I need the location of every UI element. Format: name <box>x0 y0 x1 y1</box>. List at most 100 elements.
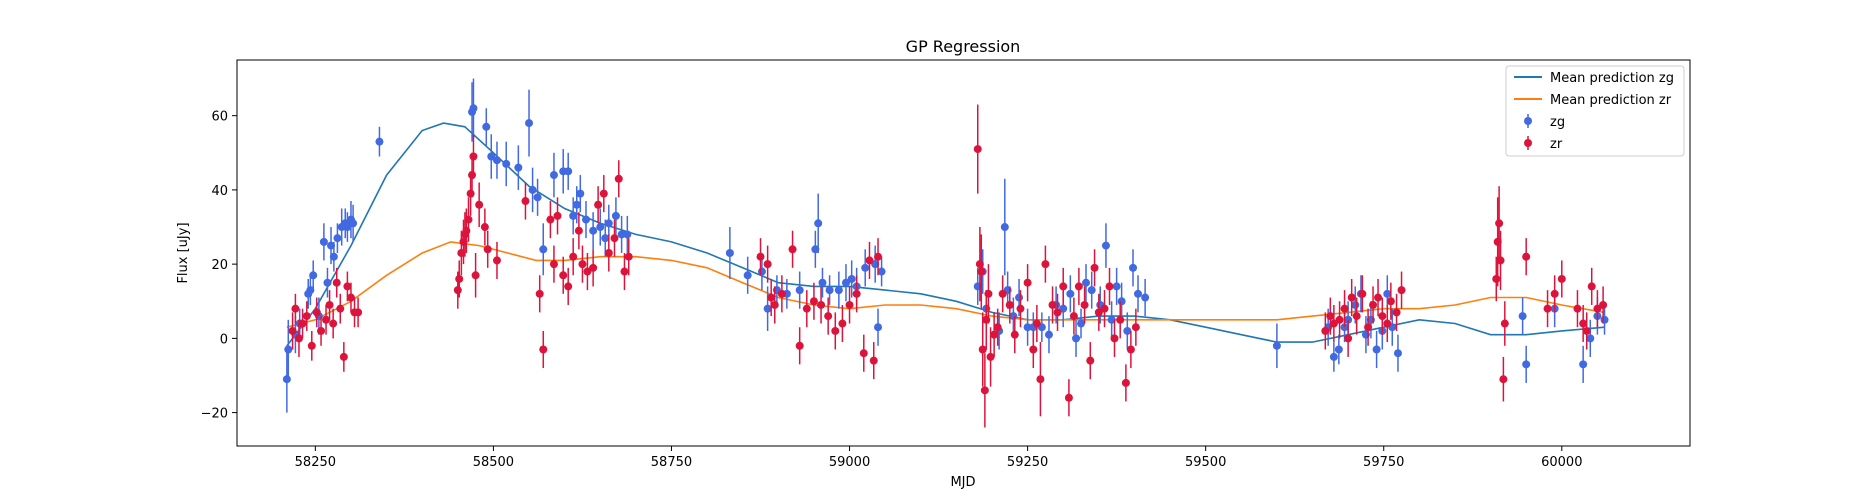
x-axis: 58250 58500 58750 59000 59250 59500 59750 60000 <box>295 446 1582 470</box>
point-zg-11 <box>329 241 338 272</box>
data-marker <box>1064 393 1073 402</box>
point-zr-110 <box>1329 304 1338 343</box>
data-marker <box>333 234 342 243</box>
point-zg-15 <box>343 212 352 242</box>
point-zg-27 <box>528 167 537 213</box>
data-marker <box>1015 293 1024 302</box>
point-zg-35 <box>576 175 585 213</box>
point-zg-59 <box>861 249 870 287</box>
point-zg-84 <box>1107 301 1116 339</box>
point-zr-81 <box>993 308 1002 346</box>
point-zr-101 <box>1100 290 1109 328</box>
data-marker <box>569 252 578 261</box>
point-zr-135 <box>1573 290 1582 328</box>
point-zg-78 <box>1072 319 1081 357</box>
point-zg-79 <box>1077 308 1086 339</box>
data-marker <box>1351 300 1360 309</box>
data-marker <box>788 245 797 254</box>
data-marker <box>1321 326 1330 335</box>
data-marker <box>1134 289 1143 298</box>
point-zg-36 <box>582 201 591 239</box>
data-marker <box>610 234 619 243</box>
data-marker <box>1100 304 1109 313</box>
data-marker <box>1141 293 1150 302</box>
point-zr-5 <box>307 330 316 361</box>
point-zr-134 <box>1557 260 1566 298</box>
point-zr-35 <box>539 330 548 369</box>
data-marker <box>1009 312 1018 321</box>
point-zr-123 <box>1392 293 1401 331</box>
point-zr-33 <box>521 182 530 220</box>
data-marker <box>1116 315 1125 324</box>
point-zr-59 <box>795 327 804 365</box>
data-marker <box>617 230 626 239</box>
point-zr-27 <box>469 134 478 179</box>
point-zg-5 <box>306 275 315 305</box>
data-marker <box>480 223 489 232</box>
point-zr-29 <box>475 182 484 228</box>
point-zr-138 <box>1587 267 1596 305</box>
point-zr-120 <box>1378 297 1387 335</box>
point-zr-113 <box>1344 319 1353 357</box>
point-zg-51 <box>811 230 820 268</box>
data-marker <box>325 300 334 309</box>
point-zg-41 <box>611 197 620 235</box>
point-zg-17 <box>349 204 358 242</box>
data-marker <box>1010 330 1019 339</box>
data-marker <box>323 278 332 287</box>
point-zg-6 <box>309 260 318 291</box>
point-zg-23 <box>492 141 501 179</box>
data-marker <box>1059 304 1068 313</box>
data-marker <box>1335 315 1344 324</box>
point-zr-34 <box>535 275 544 313</box>
point-zr-93 <box>1059 267 1068 305</box>
point-zg-22 <box>487 134 496 179</box>
point-zg-106 <box>1518 297 1527 335</box>
data-marker <box>469 104 478 113</box>
data-marker <box>1352 312 1361 321</box>
data-marker <box>1573 304 1582 313</box>
point-zr-84 <box>1010 316 1019 354</box>
data-marker <box>471 271 480 280</box>
point-zr-51 <box>620 253 629 291</box>
point-zg-1 <box>284 319 293 380</box>
point-zg-60 <box>871 245 880 283</box>
point-zg-89 <box>1134 275 1143 313</box>
data-marker <box>1080 300 1089 309</box>
data-marker <box>845 300 854 309</box>
data-marker <box>1131 323 1140 332</box>
point-zr-111 <box>1335 301 1344 339</box>
data-marker <box>553 211 562 220</box>
data-marker <box>986 352 995 361</box>
point-zr-7 <box>317 316 326 346</box>
data-marker <box>546 215 555 224</box>
data-marker <box>604 219 613 228</box>
data-marker <box>339 352 348 361</box>
point-zr-68 <box>859 334 868 372</box>
data-marker <box>620 267 629 276</box>
point-zr-6 <box>312 297 321 328</box>
point-zr-102 <box>1105 267 1114 305</box>
point-zg-81 <box>1087 271 1096 309</box>
data-marker <box>464 215 473 224</box>
data-marker <box>980 386 989 395</box>
data-marker <box>455 274 464 283</box>
legend-label-zg: zg <box>1550 115 1565 130</box>
data-marker <box>535 289 544 298</box>
point-zr-8 <box>322 304 331 335</box>
data-marker <box>306 286 315 295</box>
point-zr-121 <box>1383 304 1392 343</box>
data-marker <box>1495 219 1504 228</box>
data-marker <box>1036 375 1045 384</box>
data-marker <box>614 174 623 183</box>
data-marker <box>559 271 568 280</box>
point-zr-11 <box>332 267 341 298</box>
data-marker <box>1500 319 1509 328</box>
data-marker <box>847 274 856 283</box>
point-zr-108 <box>1321 312 1330 350</box>
data-marker <box>1543 304 1552 313</box>
data-marker <box>322 315 331 324</box>
data-marker <box>1593 304 1602 313</box>
point-zr-9 <box>325 290 334 320</box>
